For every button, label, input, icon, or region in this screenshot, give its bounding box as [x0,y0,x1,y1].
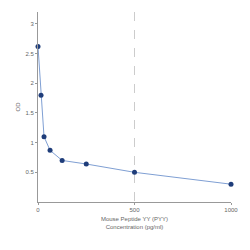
svg-text:1: 1 [30,140,34,146]
svg-text:0: 0 [36,207,40,213]
svg-text:Mouse Peptide YY (PYY)Concentr: Mouse Peptide YY (PYY)Concentration (pg/… [101,216,168,230]
svg-text:1000: 1000 [224,207,238,213]
svg-text:0.5: 0.5 [25,169,34,175]
svg-text:500: 500 [129,207,140,213]
svg-text:OD: OD [15,102,21,112]
svg-text:1.5: 1.5 [25,110,34,116]
svg-text:2.5: 2.5 [25,51,34,57]
svg-text:2: 2 [30,80,34,86]
svg-text:3: 3 [30,21,34,27]
